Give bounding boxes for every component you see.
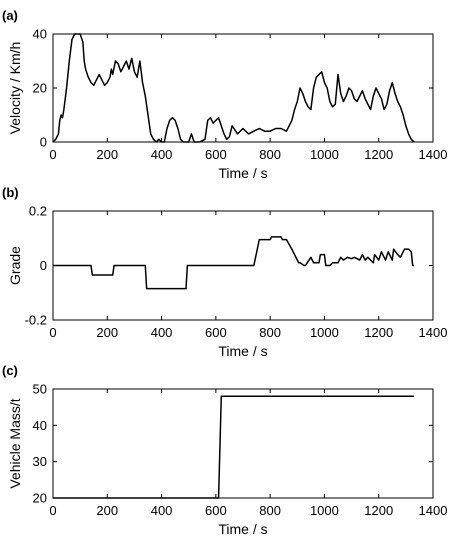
panel-1-xtick-label: 1400: [419, 147, 448, 162]
panel-3-xtick-label: 200: [96, 503, 118, 518]
panel-2-xtick-label: 600: [205, 325, 227, 340]
panel-2-xtick-label: 1400: [419, 325, 448, 340]
panel-1-ylabel: Velocity / Km/h: [7, 42, 23, 135]
panel-3-ytick-label: 30: [33, 454, 47, 469]
panel-3-xtick-label: 1200: [364, 503, 393, 518]
panel-3-ytick-label: 40: [33, 418, 47, 433]
panel-3-series-line-1: [53, 395, 414, 499]
panel-3-xlabel: Time / s: [218, 521, 267, 537]
panel-3-xtick-label: 1000: [310, 503, 339, 518]
panel-3-xtick-label: 800: [259, 503, 281, 518]
panel-3-axes-box: [52, 388, 434, 499]
panel-2-xtick-label: 1000: [310, 325, 339, 340]
panel-1-ytick-label: 20: [33, 81, 47, 96]
panel-1-ytick-label: 40: [33, 27, 47, 42]
panel-2-series-line-1: [53, 236, 414, 290]
panel-1-series-line-1: [52, 33, 415, 143]
panel-2-ylabel: Grade: [7, 246, 23, 285]
panel-1-label: (a): [2, 8, 18, 23]
panel-2-xlabel: Time / s: [218, 343, 267, 359]
panel-1-xtick-label: 600: [205, 147, 227, 162]
panel-2-xtick-label: 800: [259, 325, 281, 340]
panel-3-xtick-label: 1400: [419, 503, 448, 518]
panel-1-xtick-label: 200: [96, 147, 118, 162]
panel-3-xtick-label: 400: [151, 503, 173, 518]
panel-3-xtick-label: 0: [49, 503, 56, 518]
panel-2-ytick-label: 0.2: [29, 204, 47, 219]
panel-3-ytick-label: 50: [33, 382, 47, 397]
panel-2-xtick-label: 400: [151, 325, 173, 340]
panel-2-ytick-label: -0.2: [25, 313, 47, 328]
panel-1-ytick-label: 0: [40, 135, 47, 150]
panel-3-xtick-label: 600: [205, 503, 227, 518]
panel-3-ylabel: Vehicle Mass/t: [7, 398, 23, 488]
panel-1-xtick-label: 0: [49, 147, 56, 162]
panel-1-xtick-label: 1000: [310, 147, 339, 162]
panel-2-xtick-label: 0: [49, 325, 56, 340]
panel-3-ytick-label: 20: [33, 491, 47, 506]
panel-2-xtick-label: 200: [96, 325, 118, 340]
panel-1-xtick-label: 1200: [364, 147, 393, 162]
panel-1-xlabel: Time / s: [218, 165, 267, 181]
panel-1-xtick-label: 800: [259, 147, 281, 162]
panel-2-label: (b): [2, 185, 19, 200]
panel-2-ytick-label: 0: [40, 258, 47, 273]
panel-1-xtick-label: 400: [151, 147, 173, 162]
panel-2-xtick-label: 1200: [364, 325, 393, 340]
panel-3-label: (c): [2, 363, 18, 378]
